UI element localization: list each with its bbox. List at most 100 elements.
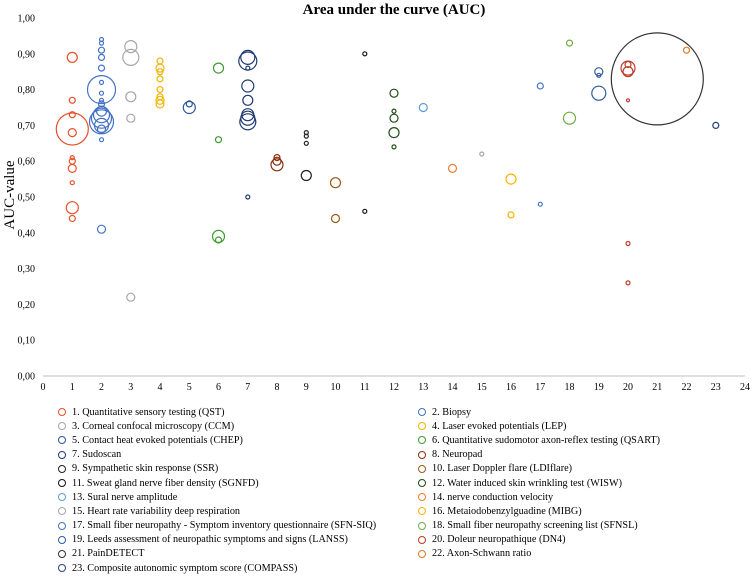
data-point xyxy=(479,151,485,157)
x-tick-label: 8 xyxy=(275,382,280,393)
x-tick-label: 22 xyxy=(682,382,692,393)
x-tick-label: 16 xyxy=(506,382,516,393)
y-tick-label: 0,70 xyxy=(18,121,36,132)
data-point xyxy=(182,100,196,115)
x-tick-label: 3 xyxy=(128,382,133,393)
legend-item: 23. Composite autonomic symptom score (C… xyxy=(58,561,418,575)
legend-item: 11. Sweat gland nerve fiber density (SGN… xyxy=(58,476,418,490)
legend-marker xyxy=(418,493,426,502)
data-point xyxy=(622,66,634,78)
legend-marker xyxy=(418,549,426,558)
legend-item: 5. Contact heat evoked potentials (CHEP) xyxy=(58,433,418,447)
x-tick-label: 20 xyxy=(623,382,633,393)
data-point xyxy=(97,64,106,72)
y-tick-label: 0,40 xyxy=(18,228,36,239)
x-tick-label: 12 xyxy=(389,382,399,393)
y-tick-label: 0,20 xyxy=(18,300,36,311)
legend-item: 16. Metaiodobenzylguadine (MIBG) xyxy=(418,504,748,518)
legend-item: 13. Sural nerve amplitude xyxy=(58,490,418,504)
data-point xyxy=(245,194,251,200)
y-tick-label: 0,00 xyxy=(18,372,36,383)
data-point xyxy=(93,117,110,134)
data-point xyxy=(273,154,281,162)
legend-label: 7. Sudoscan xyxy=(72,449,122,461)
legend-item: 15. Heart rate variability deep respirat… xyxy=(58,504,418,518)
y-tick-label: 0,90 xyxy=(18,49,36,60)
data-point xyxy=(507,211,515,219)
data-point xyxy=(98,97,105,103)
data-point xyxy=(90,107,113,129)
data-point xyxy=(97,46,106,54)
legend-marker xyxy=(58,450,66,459)
data-point xyxy=(303,133,309,139)
legend-item: 3. Corneal confocal microscopy (CCM) xyxy=(58,419,418,433)
x-tick-label: 10 xyxy=(331,382,341,393)
data-point xyxy=(156,68,164,76)
x-tick-label: 5 xyxy=(187,382,192,393)
legend-label: 15. Heart rate variability deep respirat… xyxy=(72,505,241,517)
legend-marker xyxy=(58,564,66,573)
legend-marker xyxy=(418,464,426,473)
data-point xyxy=(68,214,76,223)
data-point xyxy=(67,163,77,173)
legend-item: 12. Water induced skin wrinkling test (W… xyxy=(418,476,748,490)
data-point xyxy=(300,169,312,182)
data-point xyxy=(66,51,78,64)
legend-label: 22. Axon-Schwann ratio xyxy=(432,548,532,560)
x-tick-label: 9 xyxy=(304,382,309,393)
legend-label: 1. Quantitative sensory testing (QST) xyxy=(72,406,225,418)
legend-item: 9. Sympathetic skin response (SSR) xyxy=(58,462,418,476)
data-point xyxy=(591,85,607,101)
data-point xyxy=(329,177,342,189)
data-point xyxy=(625,240,631,247)
x-tick-label: 21 xyxy=(652,382,662,393)
x-tick-label: 14 xyxy=(448,382,458,393)
x-tick-label: 2 xyxy=(99,382,104,393)
data-point xyxy=(69,155,75,161)
data-point xyxy=(562,111,577,125)
legend-marker xyxy=(58,507,66,516)
data-point xyxy=(67,128,77,138)
data-point xyxy=(245,65,251,71)
legend-marker xyxy=(58,408,66,417)
data-point xyxy=(97,53,106,62)
data-point xyxy=(88,109,115,135)
legend-marker xyxy=(418,422,426,431)
data-point xyxy=(98,79,105,86)
legend-marker xyxy=(58,464,66,473)
data-point xyxy=(214,136,223,144)
legend-label: 2. Biopsy xyxy=(432,406,472,418)
y-tick-label: 0,60 xyxy=(18,157,36,168)
data-point xyxy=(505,173,517,185)
legend-label: 5. Contact heat evoked potentials (CHEP) xyxy=(72,434,243,446)
legend-marker xyxy=(58,493,66,502)
legend-marker xyxy=(418,535,426,544)
legend-item: 17. Small fiber neuropathy - Symptom inv… xyxy=(58,519,418,533)
data-point xyxy=(712,121,720,130)
data-point xyxy=(86,74,117,105)
legend-item: 19. Leeds assessment of neuropathic symp… xyxy=(58,533,418,547)
axes: 0 1 2 3 4 5 6 7 8 9 10 11 12 13 14 15 16 17 18 19 20 21 22 23 24… xyxy=(18,14,751,394)
x-tick-label: 19 xyxy=(594,382,604,393)
legend-label: 19. Leeds assessment of neuropathic symp… xyxy=(72,534,348,546)
data-point xyxy=(65,201,79,215)
y-axis-label: AUC-value xyxy=(2,160,18,229)
data-point xyxy=(98,90,105,96)
data-point xyxy=(391,144,397,150)
data-point xyxy=(362,51,368,57)
data-point xyxy=(155,95,165,105)
legend-item: 6. Quantitative sudomotor axon-reflex te… xyxy=(418,433,748,447)
legend-item: 22. Axon-Schwann ratio xyxy=(418,547,748,561)
chart-title: Area under the curve (AUC) xyxy=(303,2,486,18)
data-point xyxy=(389,113,399,123)
legend-item: 8. Neuropad xyxy=(418,448,748,462)
data-point xyxy=(122,48,140,67)
legend-item: 18. Small fiber neuropathy screening lis… xyxy=(418,519,748,533)
data-point xyxy=(126,292,136,302)
data-point xyxy=(270,158,284,172)
legend-label: 13. Sural nerve amplitude xyxy=(72,491,178,503)
data-point xyxy=(214,236,223,244)
data-point xyxy=(625,98,631,103)
y-tick-label: 0,10 xyxy=(18,336,36,347)
